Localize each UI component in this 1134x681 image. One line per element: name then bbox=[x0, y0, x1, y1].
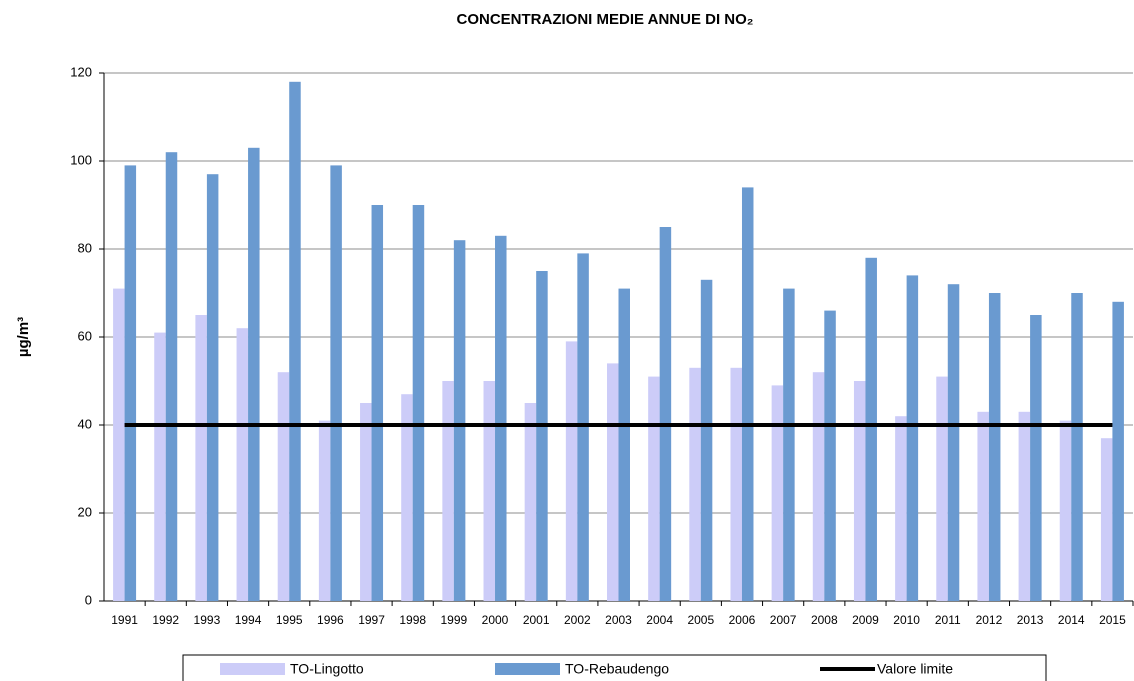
x-tick-label: 1999 bbox=[441, 613, 468, 627]
x-tick-label: 1998 bbox=[399, 613, 426, 627]
x-tick-label: 2011 bbox=[935, 613, 961, 627]
x-tick-label: 2007 bbox=[770, 613, 797, 627]
bar bbox=[689, 367, 701, 601]
bar bbox=[895, 416, 907, 601]
x-tick-label: 2009 bbox=[852, 613, 879, 627]
x-tick-label: 2004 bbox=[646, 613, 673, 627]
bar bbox=[412, 205, 425, 601]
bar bbox=[865, 257, 877, 601]
bar bbox=[165, 152, 178, 601]
bar bbox=[1030, 315, 1042, 601]
bar bbox=[618, 288, 630, 601]
y-tick-label: 60 bbox=[78, 328, 92, 343]
y-tick-label: 100 bbox=[70, 152, 92, 167]
bar bbox=[453, 240, 466, 601]
x-tick-label: 2015 bbox=[1099, 613, 1126, 627]
bar bbox=[853, 381, 866, 601]
bar bbox=[607, 363, 619, 601]
y-axis-label: µg/m³ bbox=[15, 317, 32, 357]
x-tick-label: 2000 bbox=[482, 613, 509, 627]
bar bbox=[248, 147, 260, 602]
x-tick-label: 2002 bbox=[564, 613, 591, 627]
x-tick-label: 1995 bbox=[276, 613, 303, 627]
bar bbox=[442, 381, 454, 601]
legend-label: Valore limite bbox=[877, 661, 953, 677]
x-tick-label: 1997 bbox=[358, 613, 385, 627]
bar bbox=[906, 275, 919, 601]
bar bbox=[577, 253, 589, 601]
x-tick-label: 2012 bbox=[976, 613, 1003, 627]
x-tick-label: 1992 bbox=[152, 613, 179, 627]
bar bbox=[495, 235, 507, 602]
legend-swatch bbox=[220, 663, 285, 675]
bar bbox=[154, 332, 166, 601]
bar bbox=[360, 403, 372, 601]
bar bbox=[936, 376, 948, 601]
bar bbox=[113, 288, 125, 601]
bar bbox=[741, 187, 754, 601]
bar bbox=[1059, 420, 1072, 601]
bar bbox=[988, 293, 1001, 601]
x-tick-label: 1994 bbox=[235, 613, 262, 627]
chart-title: CONCENTRAZIONI MEDIE ANNUE DI NO₂ bbox=[457, 11, 754, 28]
bar bbox=[700, 279, 713, 601]
x-tick-label: 2010 bbox=[893, 613, 920, 627]
bar bbox=[783, 288, 795, 601]
bar bbox=[812, 372, 825, 601]
x-tick-label: 1991 bbox=[111, 613, 138, 627]
x-tick-label: 2014 bbox=[1058, 613, 1085, 627]
y-tick-label: 80 bbox=[78, 240, 92, 255]
bar bbox=[371, 205, 384, 601]
bar bbox=[824, 310, 836, 601]
bar bbox=[318, 420, 331, 601]
bar bbox=[730, 367, 742, 601]
legend-label: TO-Lingotto bbox=[290, 661, 364, 677]
bar bbox=[524, 403, 537, 601]
legend-box bbox=[182, 654, 1047, 681]
bar bbox=[659, 227, 672, 601]
bar bbox=[483, 381, 496, 601]
legend-label: TO-Rebaudengo bbox=[565, 661, 669, 677]
x-tick-label: 1996 bbox=[317, 613, 344, 627]
bar bbox=[947, 284, 960, 601]
bar bbox=[206, 174, 219, 601]
bar bbox=[236, 328, 249, 601]
bar bbox=[1112, 301, 1124, 601]
bar bbox=[401, 394, 413, 601]
x-tick-label: 2003 bbox=[605, 613, 632, 627]
bar bbox=[124, 165, 137, 601]
bar bbox=[330, 165, 342, 601]
y-tick-label: 20 bbox=[78, 504, 92, 519]
bar bbox=[977, 411, 989, 601]
bar bbox=[195, 315, 207, 601]
bar bbox=[565, 341, 578, 601]
legend-swatch bbox=[495, 663, 560, 675]
bar bbox=[536, 271, 548, 601]
bar bbox=[1071, 293, 1083, 601]
bar bbox=[1100, 438, 1113, 601]
x-tick-label: 2006 bbox=[729, 613, 756, 627]
y-tick-label: 120 bbox=[70, 64, 92, 79]
x-tick-label: 2008 bbox=[811, 613, 838, 627]
bar bbox=[771, 385, 784, 601]
bar bbox=[277, 372, 290, 601]
y-tick-label: 40 bbox=[78, 416, 92, 431]
bar bbox=[648, 376, 660, 601]
x-tick-label: 2001 bbox=[523, 613, 550, 627]
x-tick-label: 2005 bbox=[687, 613, 714, 627]
bar bbox=[289, 81, 301, 602]
y-tick-label: 0 bbox=[85, 592, 92, 607]
x-tick-label: 2013 bbox=[1017, 613, 1044, 627]
x-tick-label: 1993 bbox=[194, 613, 221, 627]
bar bbox=[1018, 411, 1031, 601]
